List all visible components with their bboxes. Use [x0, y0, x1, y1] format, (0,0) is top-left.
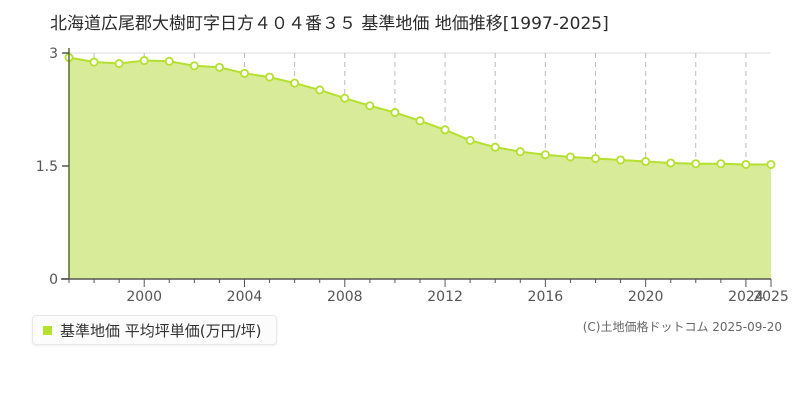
y-axis-tick-labels: 01.53	[36, 46, 58, 288]
svg-text:2008: 2008	[327, 289, 363, 305]
svg-text:2024: 2024	[728, 289, 764, 305]
svg-text:0: 0	[49, 272, 58, 288]
legend-color-swatch	[43, 325, 52, 335]
svg-text:2020: 2020	[628, 289, 664, 305]
svg-text:2012: 2012	[427, 289, 463, 305]
copyright-credit: (C)土地価格ドットコム 2025-09-20	[582, 320, 782, 334]
svg-text:1.5: 1.5	[36, 159, 58, 175]
axes	[61, 48, 772, 287]
legend-series-label: 基準地価 平均坪単価(万円/坪)	[60, 321, 262, 340]
area-series	[68, 56, 771, 279]
svg-text:2000: 2000	[126, 289, 162, 305]
svg-text:2016: 2016	[528, 289, 564, 305]
data-point-markers	[64, 53, 776, 169]
svg-text:3: 3	[49, 46, 58, 62]
svg-text:2004: 2004	[227, 289, 263, 305]
svg-text:2025: 2025	[753, 289, 789, 305]
chart-legend: 基準地価 平均坪単価(万円/坪)	[32, 315, 277, 345]
page-title: 北海道広尾郡大樹町字日方４０４番３５ 基準地価 地価推移[1997-2025]	[50, 14, 609, 34]
